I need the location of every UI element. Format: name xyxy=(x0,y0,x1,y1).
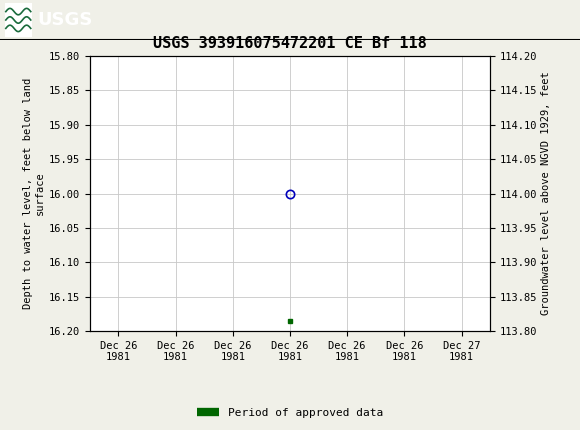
Text: USGS: USGS xyxy=(38,11,93,29)
Legend: Period of approved data: Period of approved data xyxy=(193,403,387,422)
Y-axis label: Depth to water level, feet below land
surface: Depth to water level, feet below land su… xyxy=(23,78,45,309)
Bar xyxy=(5,3,32,37)
Title: USGS 393916075472201 CE Bf 118: USGS 393916075472201 CE Bf 118 xyxy=(153,36,427,51)
Y-axis label: Groundwater level above NGVD 1929, feet: Groundwater level above NGVD 1929, feet xyxy=(542,72,552,315)
